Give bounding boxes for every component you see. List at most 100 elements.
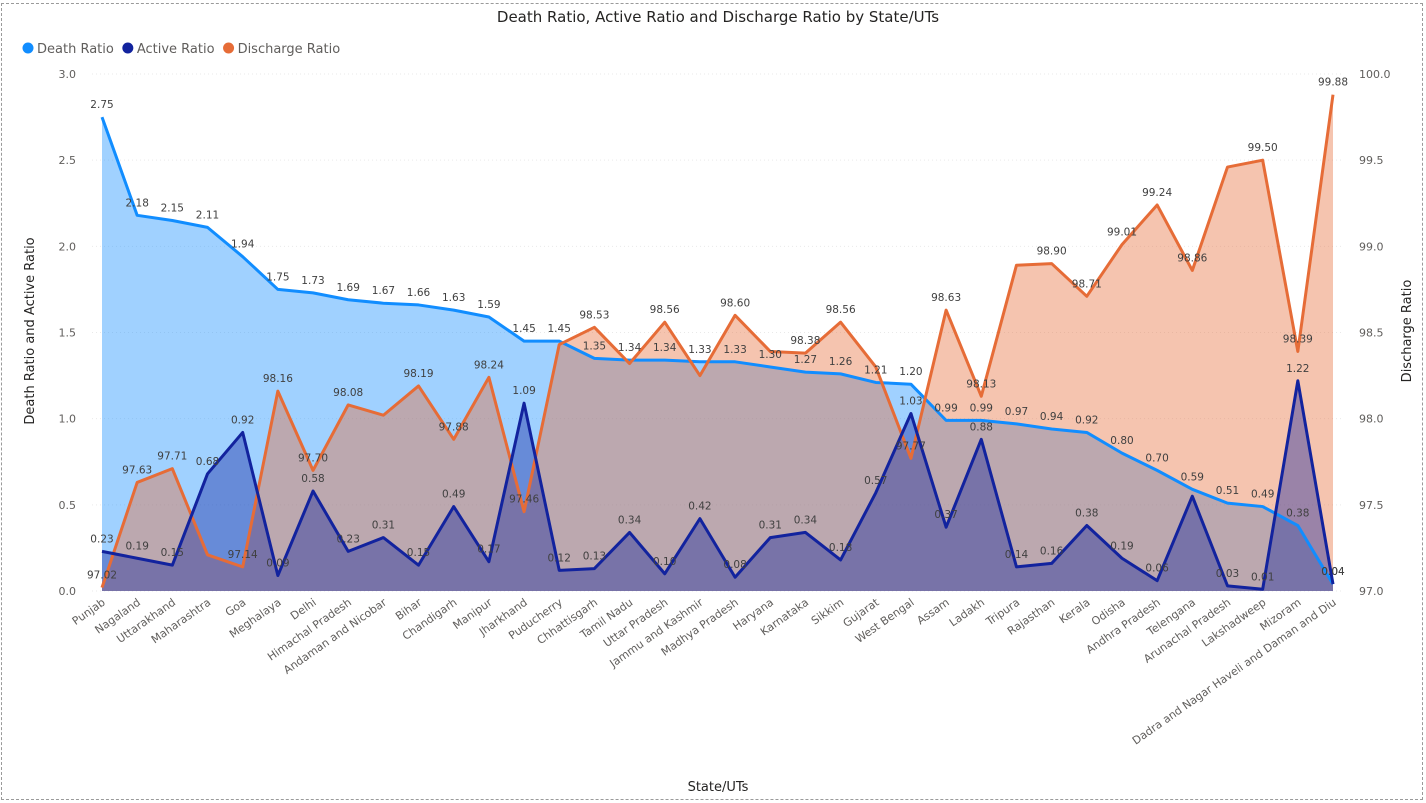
discharge-ratio-data-label: 99.88: [1318, 77, 1348, 89]
death-ratio-line[interactable]: [100, 116, 1335, 585]
x-tick-label: Assam: [915, 596, 952, 628]
discharge-ratio-data-label: 98.19: [403, 368, 433, 380]
discharge-ratio-data-label: 98.86: [1177, 253, 1207, 265]
active-ratio-data-label: 1.09: [512, 385, 535, 397]
discharge-ratio-area: [102, 94, 1333, 592]
y2-tick-label: 98.5: [1359, 327, 1384, 340]
x-tick-label: Goa: [223, 596, 248, 619]
discharge-ratio-data-label: 97.02: [87, 570, 117, 582]
death-ratio-data-label: 1.69: [337, 282, 360, 294]
active-ratio-data-label: 0.31: [759, 520, 782, 532]
discharge-ratio-data-label: 98.08: [333, 387, 363, 399]
death-ratio-data-label: 1.66: [407, 287, 431, 299]
legend-label: Death Ratio: [37, 42, 114, 57]
death-ratio-data-label: 1.34: [618, 342, 642, 354]
legend-marker: [22, 42, 34, 54]
death-ratio-data-label: 2.18: [126, 197, 149, 209]
active-ratio-data-label: 0.03: [1216, 568, 1239, 580]
discharge-ratio-data-label: 98.71: [1072, 278, 1102, 290]
death-ratio-data-label: 0.38: [1286, 508, 1309, 520]
death-ratio-data-label: 1.33: [723, 344, 746, 356]
y2-tick-label: 97.0: [1359, 585, 1384, 598]
death-ratio-data-label: 1.45: [512, 323, 535, 335]
x-tick-label: Ladakh: [947, 596, 987, 630]
active-ratio-data-label: 0.19: [126, 540, 149, 552]
discharge-ratio-data-label: 97.63: [122, 464, 152, 476]
x-tick-label: Sikkim: [809, 596, 846, 628]
death-ratio-data-label: 1.35: [583, 340, 606, 352]
y-axis-right-ticks: 97.0 97.5 98.0 98.5 99.0 99.5 100.0: [1359, 68, 1391, 598]
active-ratio-data-label: 0.13: [583, 551, 606, 563]
legend-item-active-ratio[interactable]: Active Ratio: [122, 42, 215, 57]
discharge-ratio-data-label: 98.56: [826, 304, 856, 316]
death-ratio-area: [102, 117, 1333, 591]
discharge-ratio-data-label: 98.90: [1037, 246, 1067, 258]
death-ratio-data-label: 1.94: [231, 239, 255, 251]
discharge-ratio-data-label: 98.63: [931, 292, 961, 304]
active-ratio-data-label: 0.14: [1005, 549, 1029, 561]
death-ratio-data-label: 0.94: [1040, 411, 1064, 423]
death-ratio-data-label: 1.21: [864, 365, 887, 377]
death-ratio-data-label: 0.51: [1216, 485, 1239, 497]
discharge-ratio-data-label: 97.71: [157, 451, 187, 463]
death-ratio-data-label: 1.67: [372, 285, 395, 297]
death-ratio-data-label: 0.99: [970, 402, 993, 414]
discharge-ratio-data-label: 97.14: [228, 549, 258, 561]
discharge-ratio-data-label: 99.24: [1142, 187, 1172, 199]
legend-item-death-ratio[interactable]: Death Ratio: [22, 42, 114, 57]
death-ratio-data-label: 0.04: [1321, 566, 1345, 578]
active-ratio-data-label: 0.15: [161, 547, 184, 559]
active-ratio-data-label: 0.37: [934, 509, 957, 521]
discharge-ratio-data-label: 98.24: [474, 359, 504, 371]
active-ratio-data-label: 0.17: [477, 544, 500, 556]
y2-tick-label: 99.5: [1359, 154, 1384, 167]
active-ratio-data-label: 0.12: [548, 552, 571, 564]
active-ratio-data-label: 1.22: [1286, 363, 1309, 375]
y-axis-left-title: Death Ratio and Active Ratio: [23, 237, 38, 424]
discharge-ratio-data-label: 98.38: [790, 335, 820, 347]
active-ratio-data-label: 0.19: [1110, 540, 1133, 552]
active-ratio-data-label: 0.58: [301, 473, 324, 485]
series-lines[interactable]: [100, 94, 1335, 591]
y-tick-label: 0.5: [59, 499, 77, 512]
death-ratio-data-label: 1.63: [442, 292, 465, 304]
active-ratio-data-label: 0.16: [1040, 545, 1064, 557]
active-ratio-data-label: 0.34: [618, 514, 642, 526]
discharge-ratio-data-label: 97.88: [439, 421, 469, 433]
y-tick-label: 0.0: [59, 585, 77, 598]
death-ratio-data-label: 0.97: [1005, 406, 1028, 418]
death-ratio-data-label: 0.70: [1145, 452, 1168, 464]
y-tick-label: 2.5: [59, 154, 77, 167]
discharge-ratio-data-label: 99.01: [1107, 227, 1137, 239]
active-ratio-data-label: 0.57: [864, 475, 887, 487]
discharge-ratio-line[interactable]: [100, 94, 1335, 589]
y-axis-right-title: Discharge Ratio: [1400, 280, 1415, 383]
legend-item-discharge-ratio[interactable]: Discharge Ratio: [223, 42, 340, 57]
death-ratio-data-label: 0.80: [1110, 435, 1133, 447]
active-ratio-data-label: 0.34: [794, 514, 818, 526]
data-labels: 2.75 2.18 2.15 2.11 1.94 1.75 1.73 1.69 1.67 1.66…: [87, 77, 1348, 584]
active-ratio-data-label: 1.03: [899, 396, 922, 408]
active-ratio-data-label: 0.49: [442, 489, 465, 501]
x-tick-label: Kerala: [1057, 596, 1093, 626]
discharge-ratio-data-label: 99.50: [1248, 142, 1278, 154]
y-tick-label: 3.0: [59, 68, 77, 81]
death-ratio-data-label: 1.33: [688, 344, 711, 356]
gridlines: [92, 73, 1343, 592]
discharge-ratio-data-label: 97.70: [298, 452, 328, 464]
death-ratio-data-label: 0.92: [1075, 415, 1098, 427]
legend-marker: [223, 42, 235, 54]
active-ratio-data-label: 0.38: [1075, 508, 1098, 520]
active-ratio-data-label: 0.08: [723, 559, 746, 571]
active-ratio-data-label: 0.15: [407, 547, 430, 559]
discharge-ratio-data-label: 98.39: [1283, 334, 1313, 346]
y-tick-label: 1.5: [59, 327, 77, 340]
discharge-ratio-data-label: 98.53: [579, 309, 609, 321]
active-ratio-line[interactable]: [101, 379, 1335, 591]
active-ratio-data-label: 0.06: [1145, 563, 1169, 575]
x-axis-title: State/UTs: [688, 780, 749, 795]
discharge-ratio-data-label: 98.60: [720, 297, 750, 309]
legend[interactable]: Death Ratio Active Ratio Discharge Ratio: [22, 42, 341, 57]
death-ratio-data-label: 1.26: [829, 356, 853, 368]
